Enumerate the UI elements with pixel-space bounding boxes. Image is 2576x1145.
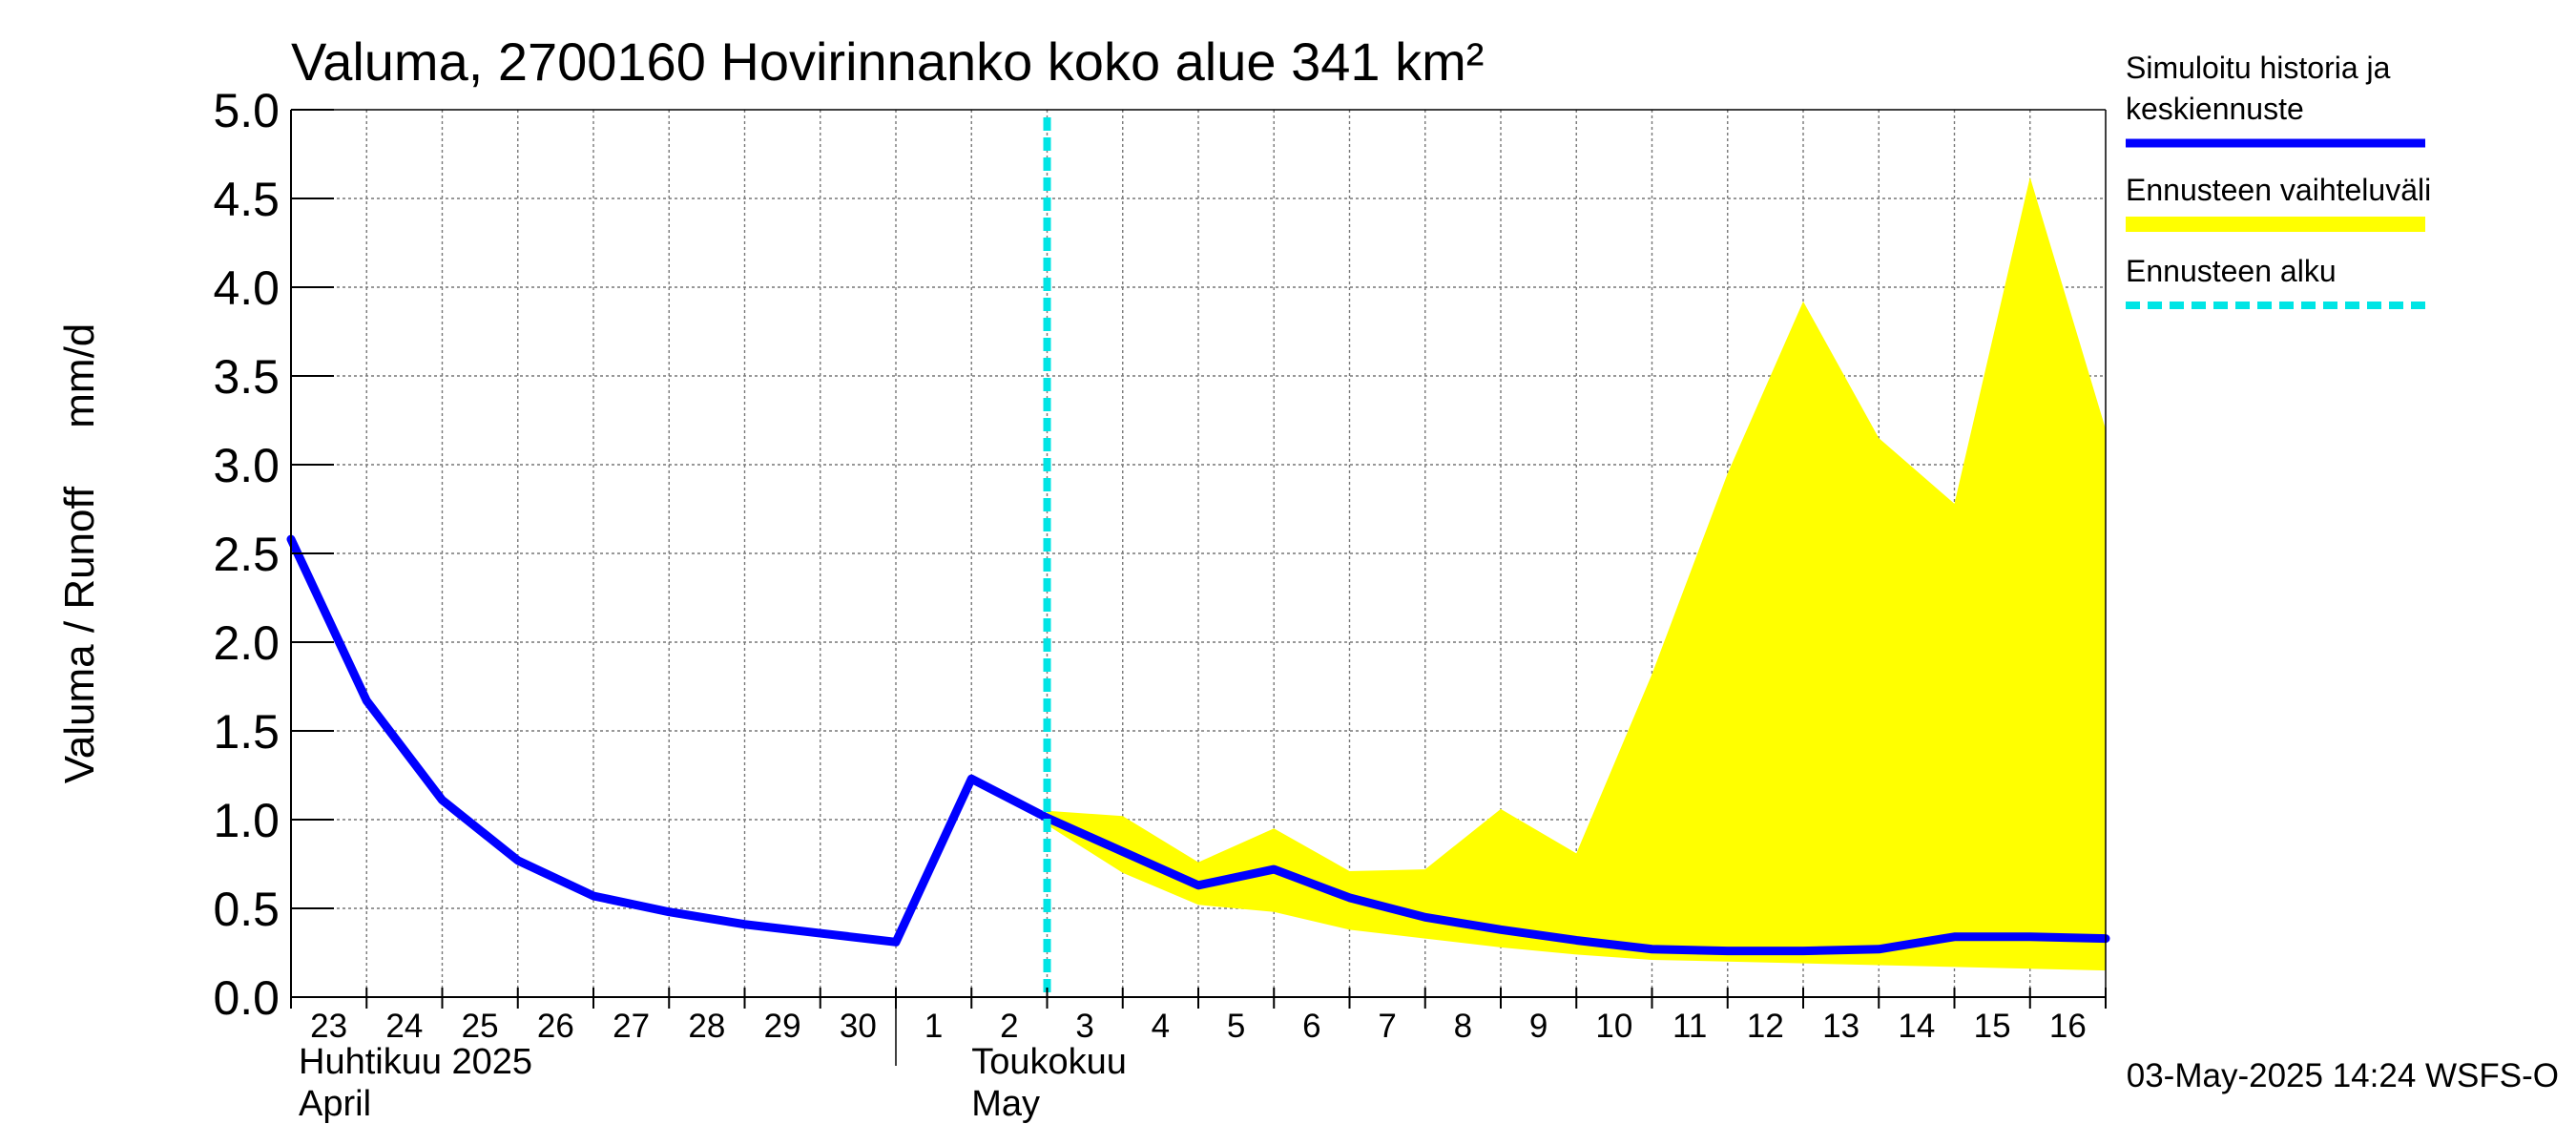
axes: 0.00.51.01.52.02.53.03.54.04.55.023 24 25 2… [213, 84, 2107, 1124]
x-day-label: 28 [688, 1008, 725, 1045]
x-day-label: 25 [462, 1008, 499, 1045]
legend-label: keskiennuste [2126, 92, 2304, 126]
series-point [1574, 938, 1579, 943]
x-day-label: 8 [1454, 1008, 1472, 1045]
y-axis-label: Valuma / Runoff mm/d [56, 323, 103, 784]
series-point [1650, 947, 1654, 951]
series-point [894, 940, 898, 945]
x-day-label: 13 [1822, 1008, 1859, 1045]
month-label-en: April [299, 1084, 371, 1124]
series-point [440, 798, 445, 802]
y-tick-label: 0.5 [213, 883, 280, 936]
x-day-label: 16 [2049, 1008, 2087, 1045]
x-day-label: 14 [1898, 1008, 1935, 1045]
series-point [364, 698, 369, 703]
series-point [969, 777, 974, 781]
legend-label: Simuloitu historia ja [2126, 51, 2391, 85]
legend: Simuloitu historia ja keskiennuste Ennuste… [2126, 51, 2431, 309]
month-label-fi: Huhtikuu 2025 [299, 1042, 532, 1082]
chart-title: Valuma, 2700160 Hovirinnanko koko alue 3… [291, 31, 1484, 92]
x-day-label: 15 [1974, 1008, 2011, 1045]
x-day-label: 29 [764, 1008, 801, 1045]
x-day-label: 5 [1227, 1008, 1245, 1045]
series-point [1725, 948, 1730, 953]
y-tick-label: 5.0 [213, 84, 280, 137]
y-tick-label: 4.0 [213, 261, 280, 315]
x-day-label: 30 [840, 1008, 877, 1045]
series-point [742, 922, 747, 926]
series-point [1347, 895, 1352, 900]
y-tick-label: 1.5 [213, 705, 280, 759]
series-point [1952, 934, 1957, 939]
y-tick-label: 3.0 [213, 439, 280, 492]
x-day-label: 2 [1000, 1008, 1018, 1045]
series-point [1801, 948, 1805, 953]
x-day-label: 1 [924, 1008, 943, 1045]
series-point [1120, 849, 1125, 854]
series-point [1423, 915, 1427, 920]
series-point [1877, 947, 1881, 951]
x-day-label: 24 [385, 1008, 423, 1045]
x-day-label: 27 [613, 1008, 650, 1045]
legend-label: Ennusteen alku [2126, 254, 2337, 288]
y-tick-label: 0.0 [213, 971, 280, 1025]
y-tick-label: 2.0 [213, 616, 280, 670]
x-day-label: 7 [1378, 1008, 1396, 1045]
forecast-band-layer [1047, 177, 2106, 971]
x-day-label: 4 [1152, 1008, 1170, 1045]
y-tick-label: 2.5 [213, 528, 280, 581]
series-point [2027, 934, 2032, 939]
series-point [1196, 883, 1200, 887]
x-day-label: 12 [1747, 1008, 1784, 1045]
footer-timestamp: 03-May-2025 14:24 WSFS-O [2126, 1057, 2559, 1094]
series-point [1499, 927, 1503, 932]
y-tick-label: 4.5 [213, 173, 280, 226]
x-day-label: 26 [537, 1008, 574, 1045]
legend-label: Ennusteen vaihteluväli [2126, 173, 2431, 207]
x-day-label: 3 [1075, 1008, 1093, 1045]
x-day-label: 11 [1672, 1008, 1707, 1045]
x-day-label: 23 [310, 1008, 347, 1045]
series-point [667, 909, 672, 914]
month-label-en: May [971, 1084, 1040, 1124]
month-label-fi: Toukokuu [971, 1042, 1127, 1082]
y-tick-label: 1.0 [213, 794, 280, 847]
series-point [818, 931, 822, 936]
forecast-range-band [1047, 177, 2106, 971]
x-day-label: 6 [1302, 1008, 1320, 1045]
y-tick-label: 3.5 [213, 350, 280, 404]
series-point [592, 893, 595, 898]
x-day-label: 10 [1595, 1008, 1632, 1045]
x-day-label: 9 [1529, 1008, 1548, 1045]
series-point [515, 858, 520, 863]
series-point [1272, 867, 1277, 872]
